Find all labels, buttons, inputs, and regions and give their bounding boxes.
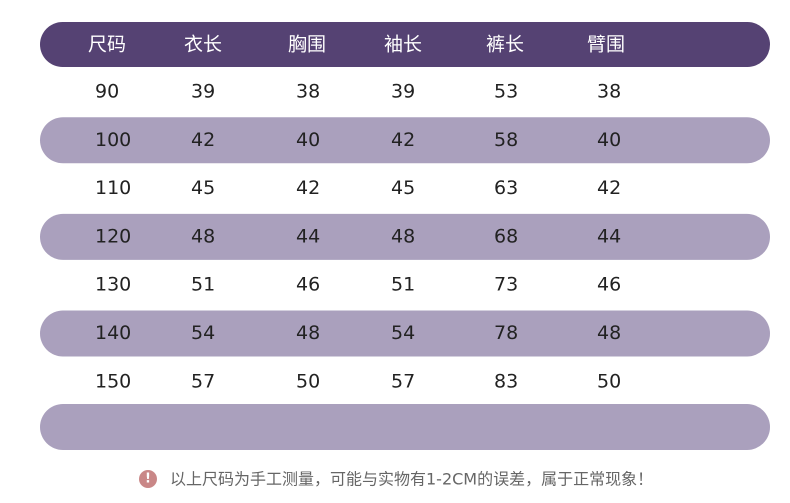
table-cell: 40 (597, 129, 621, 151)
table-cell: 57 (191, 370, 215, 392)
table-cell: 39 (191, 81, 215, 103)
table-cell: 42 (391, 129, 415, 151)
header-cell: 胸围 (288, 34, 326, 56)
table-cell: 38 (597, 81, 621, 103)
header-cell: 袖长 (384, 34, 422, 56)
table-cell: 46 (296, 274, 320, 296)
table-cell: 48 (391, 225, 415, 247)
table-cell: 53 (494, 81, 518, 103)
table-cell: 100 (95, 129, 131, 151)
table-cell: 51 (391, 274, 415, 296)
table-cell: 51 (191, 274, 215, 296)
table-cell: 48 (191, 225, 215, 247)
table-cell: 63 (494, 177, 518, 199)
table-cell: 44 (597, 225, 621, 247)
footnote: 以上尺码为手工测量，可能与实物有1-2CM的误差，属于正常现象！ (170, 470, 653, 489)
row-band (40, 117, 770, 164)
table-cell: 140 (95, 322, 131, 344)
table-cell: 42 (597, 177, 621, 199)
warning-mark: ! (145, 472, 151, 487)
header-cell: 裤长 (486, 34, 524, 56)
table-cell: 110 (95, 177, 131, 199)
table-cell: 68 (494, 225, 518, 247)
table-cell: 42 (191, 129, 215, 151)
table-cell: 38 (296, 81, 320, 103)
table-cell: 45 (191, 177, 215, 199)
table-cell: 44 (296, 225, 320, 247)
header-bar (40, 22, 770, 67)
table-cell: 78 (494, 322, 518, 344)
table-cell: 57 (391, 370, 415, 392)
table-cell: 39 (391, 81, 415, 103)
table-cell: 73 (494, 274, 518, 296)
header-cell: 衣长 (184, 34, 222, 56)
table-cell: 58 (494, 129, 518, 151)
table-cell: 46 (597, 274, 621, 296)
table-cell: 54 (191, 322, 215, 344)
table-cell: 42 (296, 177, 320, 199)
table-cell: 48 (296, 322, 320, 344)
table-cell: 40 (296, 129, 320, 151)
table-cell: 83 (494, 370, 518, 392)
header-cell: 臂围 (587, 34, 625, 56)
warning-icon (139, 470, 157, 488)
table-cell: 54 (391, 322, 415, 344)
table-cell: 50 (597, 370, 621, 392)
table-cell: 50 (296, 370, 320, 392)
table-cell: 48 (597, 322, 621, 344)
empty-row (40, 404, 770, 450)
table-cell: 130 (95, 274, 131, 296)
table-cell: 45 (391, 177, 415, 199)
row-band (40, 310, 770, 357)
header-cell: 尺码 (88, 34, 126, 56)
table-cell: 90 (95, 81, 119, 103)
table-cell: 120 (95, 225, 131, 247)
table-cell: 150 (95, 370, 131, 392)
row-band (40, 213, 770, 260)
